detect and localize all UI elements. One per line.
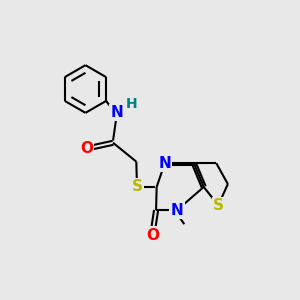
Text: N: N	[158, 156, 171, 171]
Text: H: H	[125, 98, 137, 111]
Text: S: S	[213, 198, 224, 213]
Text: N: N	[171, 203, 183, 218]
Text: O: O	[146, 228, 159, 243]
Text: S: S	[131, 179, 142, 194]
Text: N: N	[110, 105, 123, 120]
Text: O: O	[80, 141, 93, 156]
